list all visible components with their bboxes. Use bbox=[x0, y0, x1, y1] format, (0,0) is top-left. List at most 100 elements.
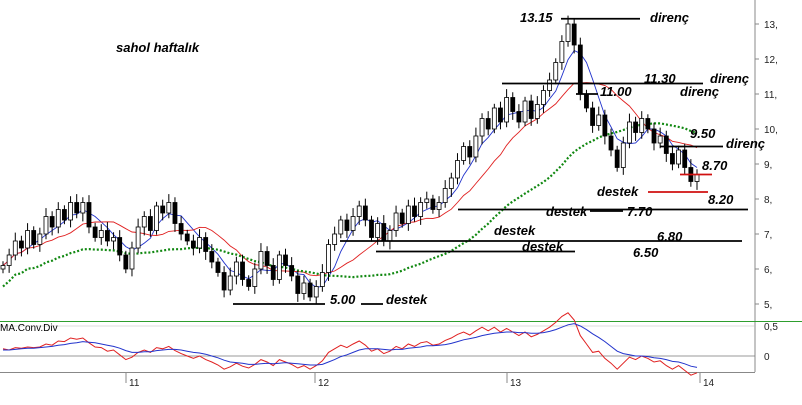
candle-body bbox=[338, 219, 344, 235]
candle-body bbox=[295, 275, 301, 294]
level-price-label: 8.20 bbox=[708, 192, 734, 207]
candle-body bbox=[534, 104, 540, 119]
candle-body bbox=[227, 275, 233, 291]
candle-body bbox=[381, 223, 387, 242]
candle-body bbox=[682, 149, 688, 168]
candle-body bbox=[344, 219, 350, 231]
candle-body bbox=[289, 265, 295, 277]
candle-body bbox=[559, 41, 565, 63]
candle-body bbox=[571, 23, 577, 46]
candle-body bbox=[670, 153, 675, 165]
candle-body bbox=[516, 111, 522, 123]
candle-body bbox=[547, 79, 553, 91]
x-tick-label: 11 bbox=[129, 378, 140, 389]
candle-body bbox=[405, 205, 411, 224]
candle-body bbox=[362, 205, 368, 221]
level-price-label: 6.50 bbox=[633, 245, 659, 260]
candle-body bbox=[510, 97, 516, 112]
candle-body bbox=[541, 90, 546, 105]
candle-body bbox=[283, 254, 288, 266]
candle-body bbox=[147, 216, 153, 231]
level-name-label: destek bbox=[522, 239, 564, 254]
candle-body bbox=[485, 118, 491, 130]
candle-body bbox=[252, 268, 258, 287]
y-tick-label: 13, bbox=[764, 20, 778, 31]
candle-body bbox=[663, 135, 669, 154]
candle-body bbox=[111, 237, 116, 242]
candle-body bbox=[584, 93, 589, 109]
x-tick-label: 12 bbox=[318, 378, 330, 389]
y-tick-label: 12, bbox=[764, 55, 778, 66]
candle-body bbox=[473, 135, 479, 158]
level-name-label: destek bbox=[597, 184, 639, 199]
candle-body bbox=[424, 198, 430, 203]
candle-body bbox=[491, 107, 497, 130]
candle-body bbox=[387, 230, 393, 242]
candle-body bbox=[627, 121, 632, 144]
y-tick-label: 11, bbox=[764, 90, 777, 101]
candle-body bbox=[117, 237, 123, 256]
candle-body bbox=[319, 272, 325, 287]
candle-body bbox=[154, 205, 159, 231]
level-name-label: direnç bbox=[650, 10, 690, 25]
macd-tick-label: 0 bbox=[764, 352, 770, 363]
candle-body bbox=[86, 202, 92, 228]
candle-body bbox=[19, 240, 24, 249]
candle-body bbox=[31, 230, 37, 245]
level-name-label: direnç bbox=[680, 84, 720, 99]
candle-body bbox=[639, 118, 645, 133]
macd-tick-label: 0,5 bbox=[764, 322, 778, 333]
candle-body bbox=[184, 233, 190, 242]
candle-body bbox=[129, 247, 135, 270]
candle-body bbox=[190, 240, 196, 249]
candle-body bbox=[240, 261, 245, 280]
candle-body bbox=[596, 114, 602, 126]
candle-body bbox=[350, 216, 356, 231]
candle-body bbox=[326, 244, 331, 273]
candle-body bbox=[135, 226, 141, 249]
x-axis-ticks: 11 12 13 14 bbox=[125, 372, 715, 389]
candle-body bbox=[92, 226, 98, 238]
candle-body bbox=[498, 107, 503, 123]
candle-body bbox=[215, 261, 221, 273]
level-name-label: destek bbox=[546, 204, 588, 219]
candle-body bbox=[455, 160, 460, 179]
candle-body bbox=[620, 142, 626, 168]
y-tick-label: 9, bbox=[764, 160, 772, 171]
candle-body bbox=[49, 216, 55, 228]
candle-body bbox=[614, 149, 620, 168]
candle-body bbox=[276, 254, 282, 280]
candle-body bbox=[37, 233, 43, 245]
candle-body bbox=[43, 216, 49, 235]
level-price-label: 6.80 bbox=[657, 229, 683, 244]
candle-body bbox=[62, 209, 67, 221]
candle-body bbox=[528, 100, 534, 119]
candle-body bbox=[553, 62, 559, 81]
candle-body bbox=[98, 230, 104, 238]
level-price-label: 7.70 bbox=[627, 204, 653, 219]
candle-body bbox=[633, 121, 638, 133]
candle-body bbox=[448, 177, 454, 189]
candle-body bbox=[479, 118, 485, 137]
candle-body bbox=[645, 118, 651, 130]
level-price-label: 11.30 bbox=[644, 71, 676, 86]
candle-body bbox=[467, 146, 473, 158]
macd-panel-title: MA.Conv.Div bbox=[0, 323, 58, 334]
x-tick-label: 13 bbox=[510, 378, 522, 389]
level-price-label: 11.00 bbox=[600, 84, 632, 99]
level-name-label: direnç bbox=[710, 71, 750, 86]
candle-body bbox=[590, 107, 595, 126]
x-tick-label: 14 bbox=[703, 378, 715, 389]
candle-body bbox=[565, 23, 571, 42]
candle-body bbox=[246, 279, 252, 287]
support-resistance-lines bbox=[233, 17, 748, 305]
candle-body bbox=[6, 254, 12, 266]
candle-body bbox=[412, 205, 417, 217]
candle-body bbox=[233, 261, 239, 277]
candle-body bbox=[369, 219, 374, 238]
y-axis-ticks: 5, 6, 7, 8, 9, 10, 11, 12, 13, bbox=[755, 20, 778, 311]
candle-body bbox=[608, 135, 614, 151]
level-price-label: 8.70 bbox=[702, 158, 728, 173]
y-tick-label: 6, bbox=[764, 265, 772, 276]
